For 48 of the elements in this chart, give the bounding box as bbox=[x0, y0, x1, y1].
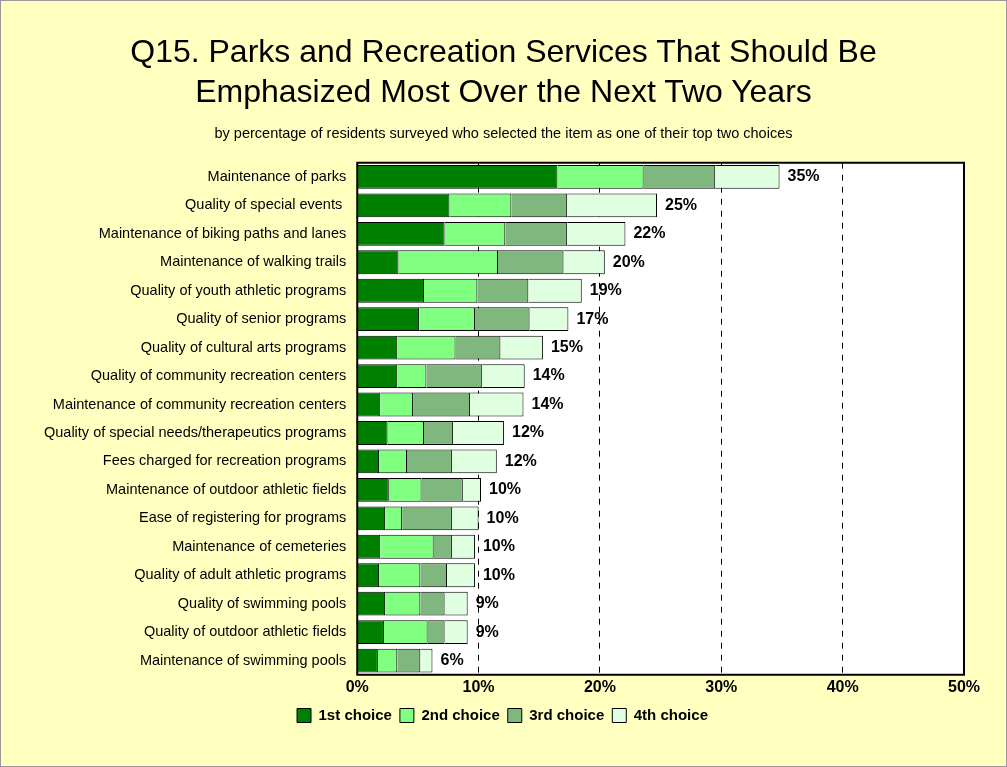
y-tick-label: Maintenance of biking paths and lanes bbox=[98, 224, 347, 241]
y-tick-label: Maintenance of community recreation centers bbox=[52, 395, 347, 412]
chart-title: Q15. Parks and Recreation Services That Should Be Emphasized Most Over the Next Two Years bbox=[129, 32, 878, 111]
y-tick-label: Maintenance of swimming pools bbox=[139, 651, 347, 668]
total-label: 10% bbox=[482, 565, 515, 583]
total-label: 9% bbox=[475, 622, 499, 640]
y-tick-label: Maintenance of walking trails bbox=[160, 253, 347, 270]
total-label: 9% bbox=[475, 594, 499, 612]
total-label: 12% bbox=[504, 451, 537, 469]
y-tick-label: Maintenance of cemeteries bbox=[172, 537, 347, 554]
x-tick-label: 40% bbox=[826, 677, 859, 695]
legend-label: 1st choice bbox=[318, 705, 392, 723]
total-label: 17% bbox=[576, 309, 609, 327]
y-tick-label: Quality of adult athletic programs bbox=[134, 566, 347, 583]
total-label: 10% bbox=[482, 537, 515, 555]
y-tick-label: Fees charged for recreation programs bbox=[102, 452, 347, 469]
x-tick-label: 10% bbox=[462, 677, 495, 695]
legend-label: 4th choice bbox=[633, 705, 708, 723]
y-tick-label: Quality of cultural arts programs bbox=[140, 338, 347, 355]
y-tick-label: Quality of swimming pools bbox=[177, 594, 347, 611]
x-tick-label: 30% bbox=[705, 677, 738, 695]
y-tick-label: Ease of registering for programs bbox=[139, 509, 347, 526]
y-tick-label: Maintenance of outdoor athletic fields bbox=[106, 480, 347, 497]
total-label: 25% bbox=[664, 195, 698, 213]
legend-label: 2nd choice bbox=[421, 705, 500, 723]
total-label: 20% bbox=[612, 252, 645, 270]
x-tick-label: 0% bbox=[345, 677, 369, 695]
chart-subtitle: by percentage of residents surveyed who selected the item as one of their top two choices bbox=[213, 125, 794, 141]
y-tick-label: Quality of community recreation centers bbox=[90, 367, 347, 384]
total-label: 12% bbox=[512, 423, 545, 441]
total-label: 35% bbox=[787, 167, 820, 185]
total-label: 6% bbox=[440, 650, 464, 668]
y-tick-label: Quality of special events bbox=[185, 196, 347, 213]
legend-label: 3rd choice bbox=[529, 705, 605, 723]
total-label: 10% bbox=[489, 480, 522, 498]
x-tick-label: 20% bbox=[583, 677, 616, 695]
y-tick-label: Quality of youth athletic programs bbox=[130, 281, 347, 298]
total-label: 14% bbox=[531, 394, 564, 412]
y-tick-label: Quality of outdoor athletic fields bbox=[143, 623, 347, 640]
total-label: 10% bbox=[486, 508, 519, 526]
y-tick-label: Quality of senior programs bbox=[176, 310, 347, 327]
total-label: 14% bbox=[532, 366, 565, 384]
y-tick-label: Quality of special needs/therapeutics programs bbox=[43, 423, 347, 440]
total-label: 22% bbox=[633, 224, 666, 242]
x-tick-label: 50% bbox=[947, 677, 981, 695]
total-label: 19% bbox=[589, 281, 622, 299]
y-tick-label: Maintenance of parks bbox=[207, 167, 347, 184]
total-label: 15% bbox=[550, 338, 583, 356]
